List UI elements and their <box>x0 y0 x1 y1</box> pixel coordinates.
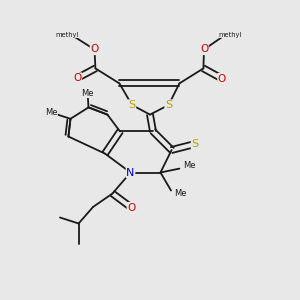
Text: O: O <box>200 44 208 55</box>
Text: O: O <box>218 74 226 84</box>
Text: O: O <box>90 44 99 55</box>
Text: Me: Me <box>174 189 186 198</box>
Text: methyl: methyl <box>55 32 78 38</box>
Text: S: S <box>191 139 199 149</box>
Text: O: O <box>127 202 136 213</box>
Text: O: O <box>73 73 82 83</box>
Text: N: N <box>126 167 135 178</box>
Text: S: S <box>165 100 172 110</box>
Text: Me: Me <box>183 161 195 170</box>
Text: Me: Me <box>45 108 57 117</box>
Text: Me: Me <box>81 88 94 98</box>
Text: S: S <box>128 100 136 110</box>
Text: methyl: methyl <box>219 32 242 38</box>
